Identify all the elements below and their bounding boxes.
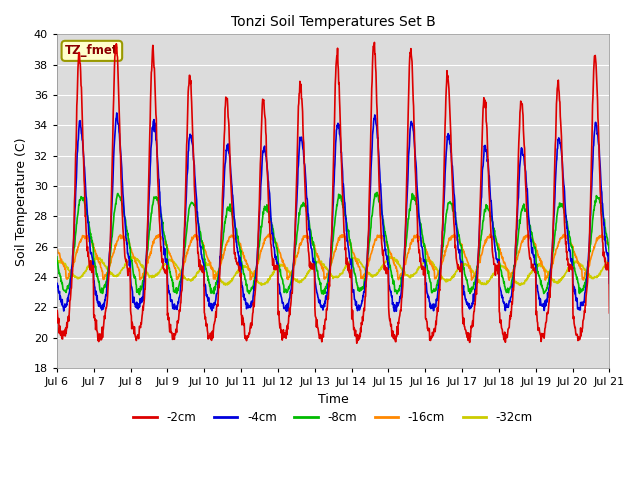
Title: Tonzi Soil Temperatures Set B: Tonzi Soil Temperatures Set B <box>231 15 435 29</box>
Text: TZ_fmet: TZ_fmet <box>65 44 118 58</box>
Y-axis label: Soil Temperature (C): Soil Temperature (C) <box>15 137 28 265</box>
Legend: -2cm, -4cm, -8cm, -16cm, -32cm: -2cm, -4cm, -8cm, -16cm, -32cm <box>129 407 538 429</box>
X-axis label: Time: Time <box>318 393 349 406</box>
